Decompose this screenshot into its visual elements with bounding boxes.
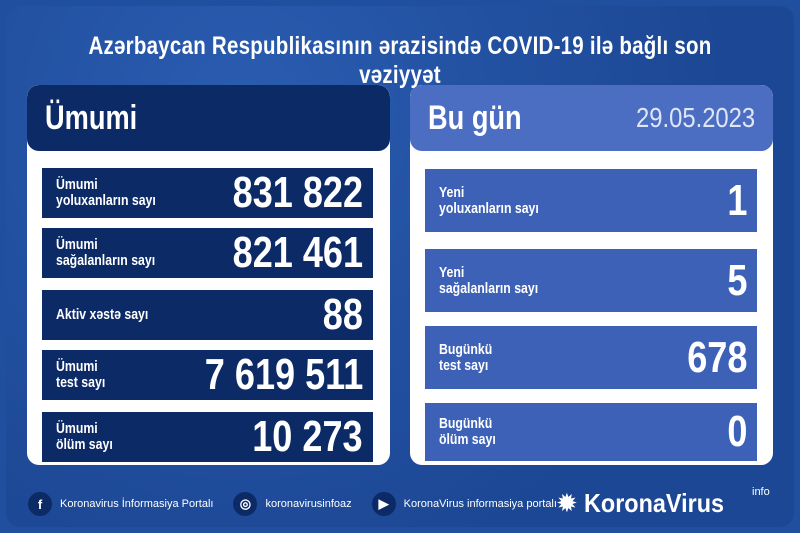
- stat-row-today-tests: Bugünkü test sayı 678: [425, 326, 757, 389]
- stat-row-total-infected: Ümumi yoluxanların sayı 831 822: [42, 168, 373, 218]
- youtube-icon[interactable]: ▶: [371, 492, 396, 516]
- virus-sun-icon: ✹: [556, 488, 578, 518]
- stat-label: Yeni yoluxanların sayı: [439, 183, 539, 217]
- stat-value: 678: [686, 332, 747, 382]
- youtube-link[interactable]: KoronaVirus informasiya portalı: [403, 498, 557, 510]
- instagram-icon[interactable]: ◎: [233, 492, 258, 516]
- footer-links: f Koronavirus İnformasiya Portalı ◎ korona…: [28, 492, 557, 516]
- stat-label: Bugünkü ölüm sayı: [439, 415, 496, 448]
- facebook-icon[interactable]: f: [28, 492, 52, 516]
- stat-value: 7 619 511: [204, 350, 363, 399]
- stat-value: 0: [726, 407, 747, 456]
- total-panel: Ümumi Ümumi yoluxanların sayı 831 822 Ümu…: [27, 85, 390, 465]
- brand-name: KoronaVirus: [583, 488, 724, 518]
- stat-row-today-deaths: Bugünkü ölüm sayı 0: [425, 403, 757, 461]
- today-heading: Bu gün: [428, 98, 522, 137]
- stat-label: Aktiv xəstə sayı: [56, 306, 149, 323]
- total-header: Ümumi: [27, 85, 390, 151]
- stat-row-new-recovered: Yeni sağalanların sayı 5: [425, 249, 757, 312]
- stat-value: 821 461: [232, 228, 363, 277]
- stat-label: Ümumi sağalanların sayı: [56, 236, 156, 269]
- stat-label: Ümumi yoluxanların sayı: [56, 176, 156, 209]
- stat-value: 1: [726, 175, 747, 225]
- stat-row-new-infected: Yeni yoluxanların sayı 1: [425, 169, 757, 232]
- stat-row-total-deaths: Ümumi ölüm sayı 10 273: [42, 412, 373, 462]
- stat-row-total-recovered: Ümumi sağalanların sayı 821 461: [42, 228, 373, 278]
- stat-value: 831 822: [232, 168, 363, 217]
- stat-label: Bugünkü test sayı: [439, 340, 493, 374]
- stat-value: 10 273: [252, 412, 363, 461]
- brand-logo: ✹ KoronaVirus info: [556, 486, 770, 519]
- brand-suffix: info: [752, 486, 770, 498]
- date: 29.05.2023: [635, 102, 755, 133]
- instagram-link[interactable]: koronavirusinfoaz: [265, 498, 352, 510]
- stat-label: Yeni sağalanların sayı: [439, 263, 539, 297]
- today-header: Bu gün 29.05.2023: [410, 85, 773, 151]
- total-heading: Ümumi: [45, 98, 138, 137]
- page-title: Azərbaycan Respublikasının ərazisində CO…: [88, 32, 712, 89]
- stat-row-total-tests: Ümumi test sayı 7 619 511: [42, 350, 373, 400]
- stat-value: 5: [726, 255, 747, 305]
- today-panel: Bu gün 29.05.2023 Yeni yoluxanların sayı 1…: [410, 85, 773, 465]
- stat-value: 88: [322, 290, 363, 339]
- stat-label: Ümumi ölüm sayı: [56, 420, 113, 453]
- facebook-link[interactable]: Koronavirus İnformasiya Portalı: [60, 498, 214, 510]
- stat-label: Ümumi test sayı: [56, 358, 106, 391]
- stat-row-active: Aktiv xəstə sayı 88: [42, 290, 373, 340]
